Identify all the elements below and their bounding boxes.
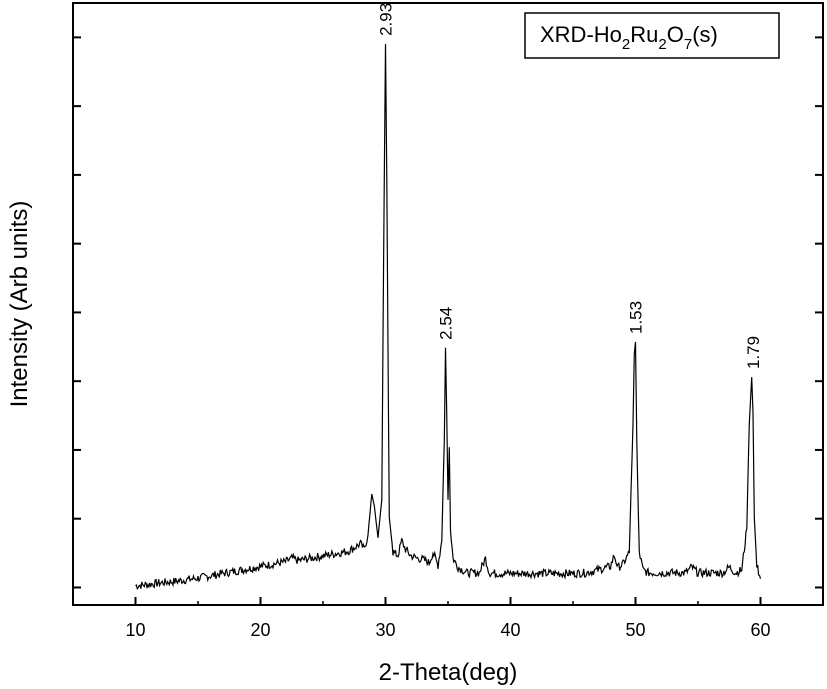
peak-label: 2.54: [437, 307, 456, 340]
y-ticks: [73, 36, 823, 589]
peak-label: 1.79: [744, 336, 763, 369]
legend-sub3: 7: [684, 36, 692, 53]
peak-label: 1.53: [627, 301, 646, 334]
legend-mid: Ru: [630, 22, 658, 47]
x-tick-label: 20: [250, 620, 270, 640]
xrd-pattern-line: [135, 43, 762, 591]
x-tick-label: 50: [625, 620, 645, 640]
legend-sub1: 2: [622, 36, 630, 53]
plot-area: [72, 2, 824, 606]
legend-suffix: (s): [692, 22, 718, 47]
legend-prefix: XRD-Ho: [540, 22, 622, 47]
x-axis-title: 2-Theta(deg): [379, 659, 518, 686]
x-tick-label: 30: [375, 620, 395, 640]
peak-annotations: 2.93 2.54 1.53 1.79: [377, 3, 764, 369]
peak-label: 2.93: [377, 3, 396, 36]
legend-text: XRD-Ho2Ru2O7(s): [540, 22, 718, 53]
x-tick-label: 40: [500, 620, 520, 640]
x-tick-label: 10: [125, 620, 145, 640]
legend-sub2: 2: [658, 36, 666, 53]
legend-box: XRD-Ho2Ru2O7(s): [524, 12, 780, 59]
y-axis-title: Intensity (Arb units): [6, 201, 33, 408]
legend-tail: O: [667, 22, 684, 47]
x-tick-label: 60: [750, 620, 770, 640]
x-ticks: 10 20 30 40 50 60: [72, 597, 824, 640]
